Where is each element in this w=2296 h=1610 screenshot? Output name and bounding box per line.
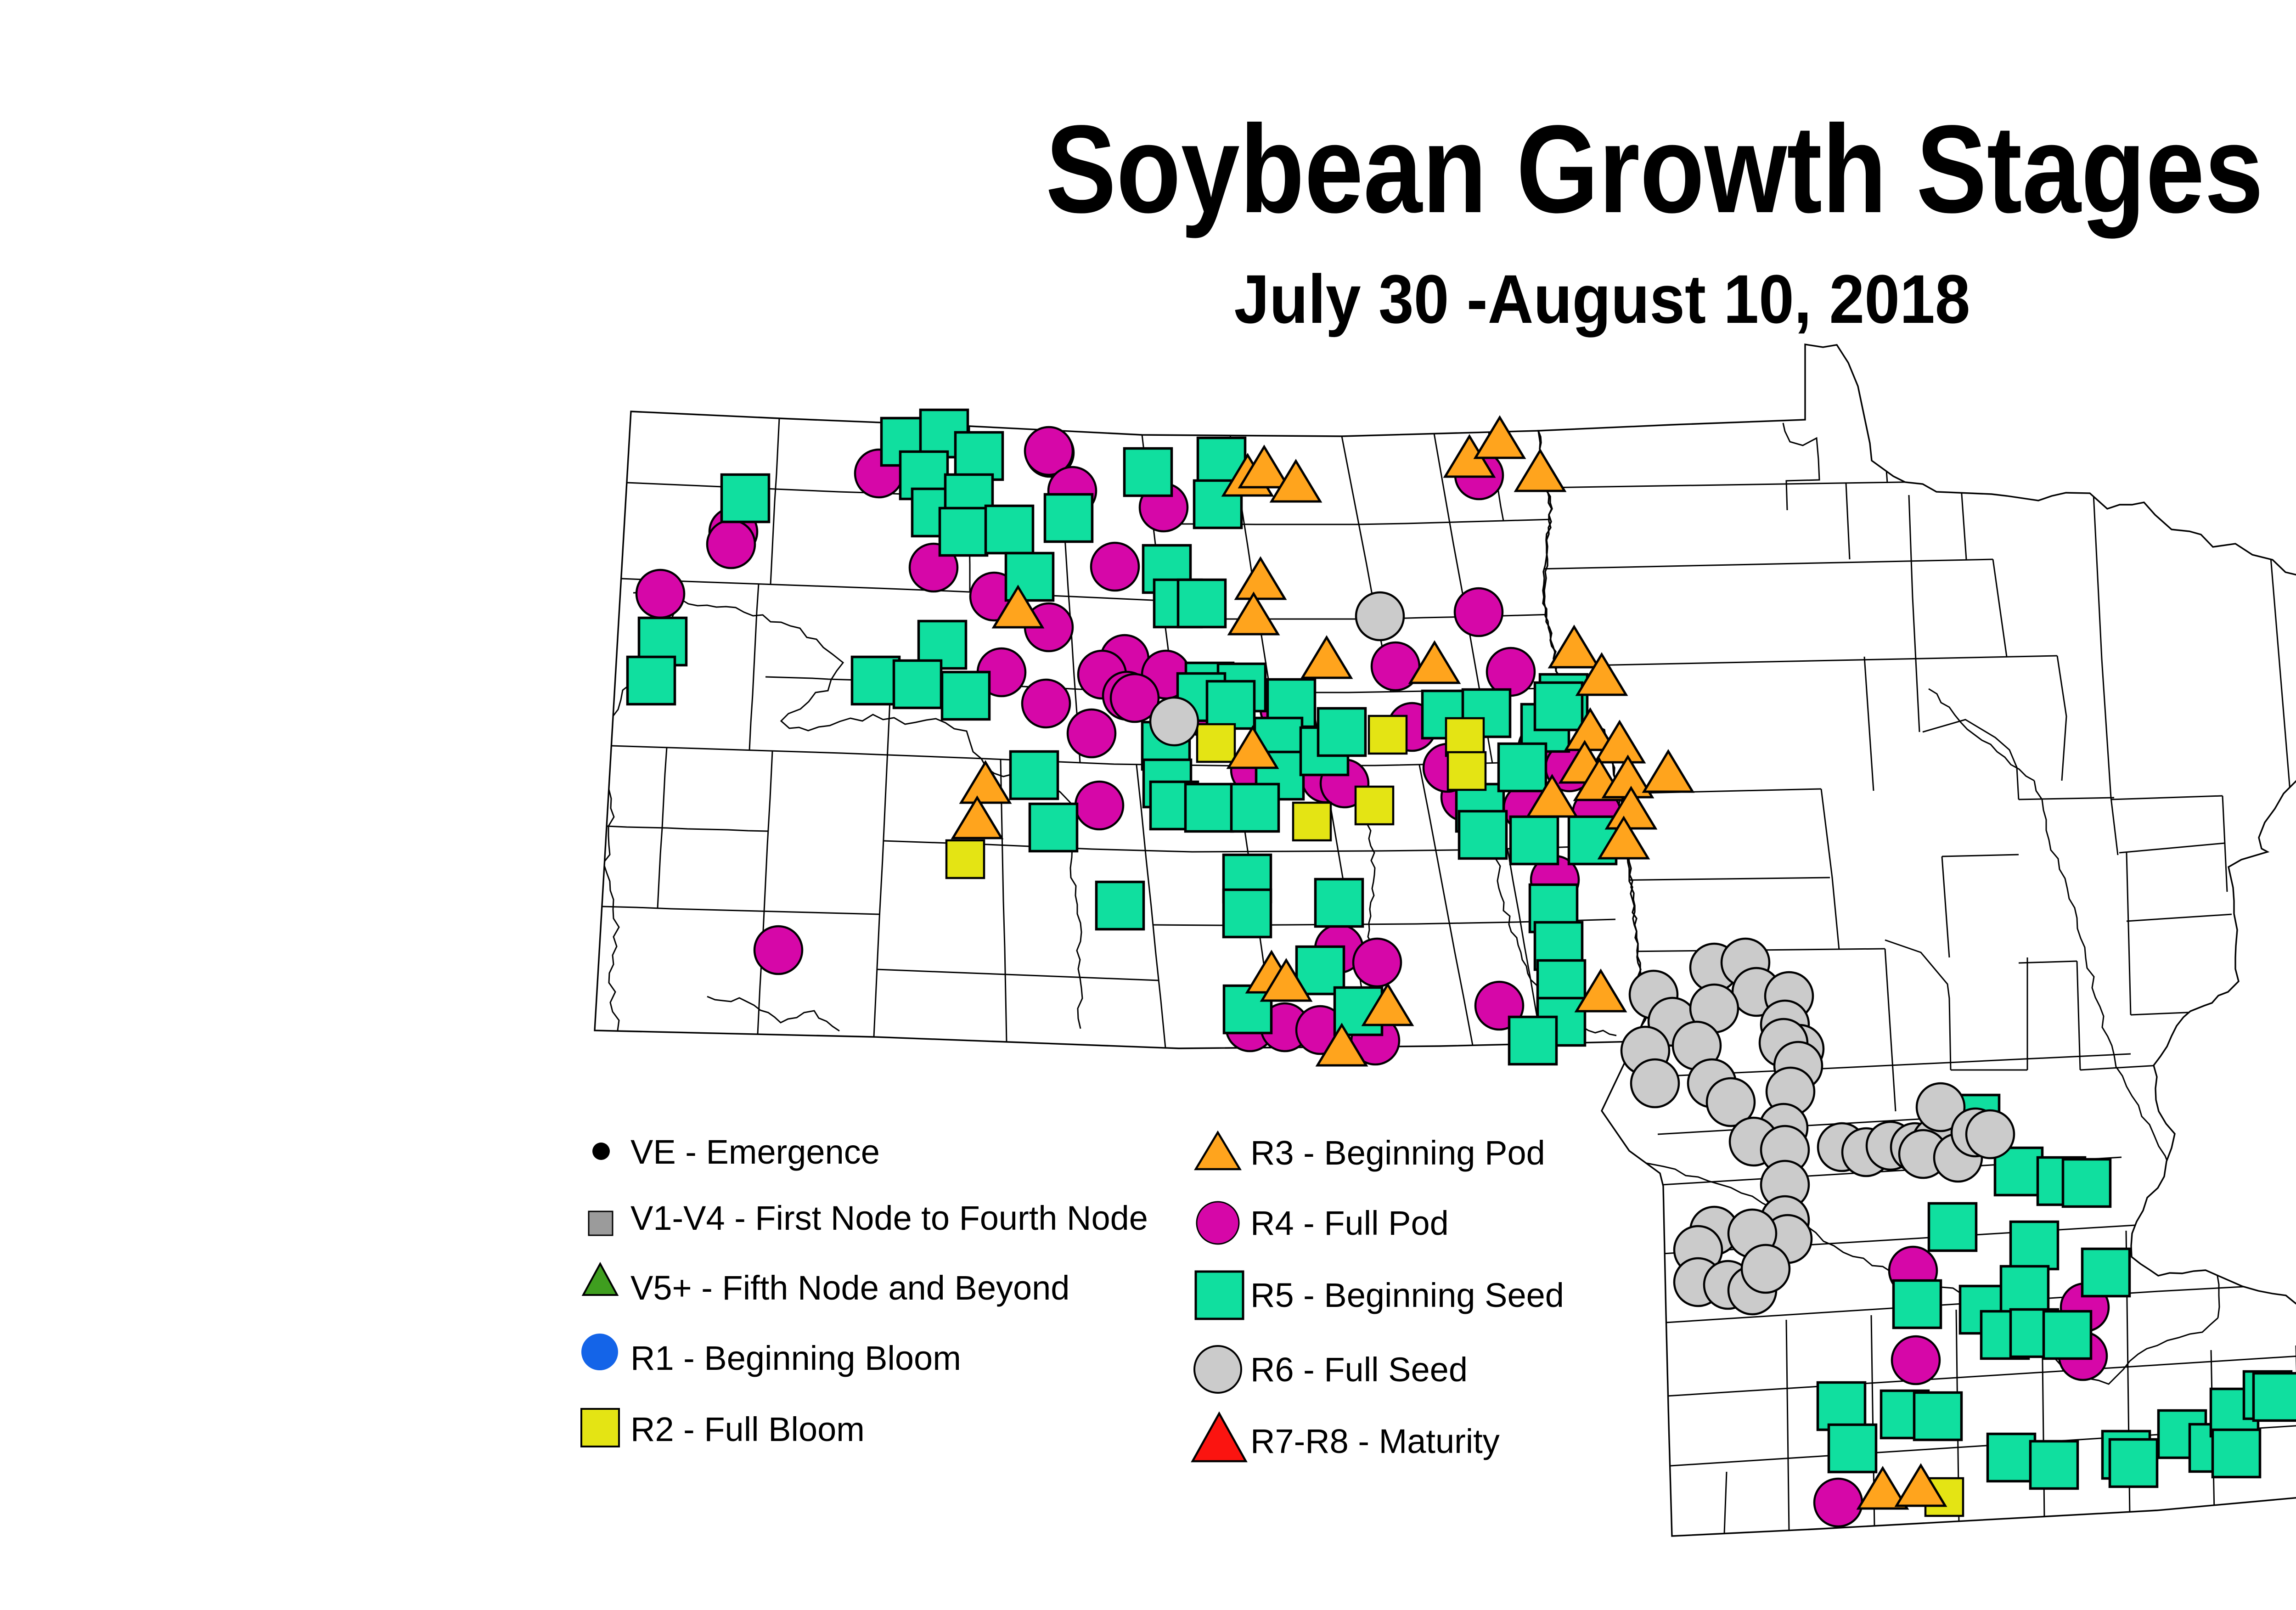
svg-text:R7-R8 - Maturity: R7-R8 - Maturity (1250, 1422, 1500, 1460)
svg-text:R5 - Beginning Seed: R5 - Beginning Seed (1250, 1276, 1564, 1314)
svg-text:R1 - Beginning Bloom: R1 - Beginning Bloom (630, 1339, 961, 1377)
svg-text:V5+ - Fifth Node and Beyond: V5+ - Fifth Node and Beyond (630, 1269, 1069, 1307)
svg-text:R4 - Full Pod: R4 - Full Pod (1250, 1204, 1449, 1242)
svg-text:Soybean Growth Stages: Soybean Growth Stages (1046, 99, 2263, 240)
svg-text:R2 - Full Bloom: R2 - Full Bloom (630, 1410, 865, 1448)
svg-text:V1-V4 - First Node to Fourth N: V1-V4 - First Node to Fourth Node (630, 1199, 1148, 1237)
svg-text:R6 - Full Seed: R6 - Full Seed (1250, 1351, 1468, 1389)
svg-text:R3 - Beginning Pod: R3 - Beginning Pod (1250, 1134, 1545, 1172)
svg-text:VE - Emergence: VE - Emergence (630, 1133, 880, 1171)
svg-text:July 30 -August 10, 2018: July 30 -August 10, 2018 (1234, 260, 1970, 338)
